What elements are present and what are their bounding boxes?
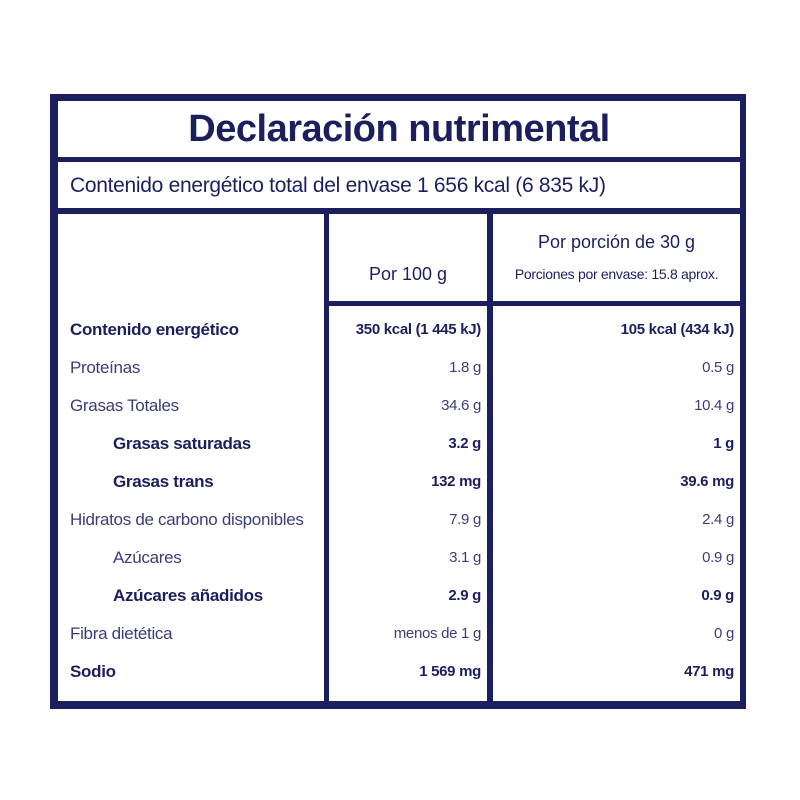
per100-value-text: 34.6 g [441, 397, 481, 414]
portion-value: 39.6 mg [680, 463, 734, 501]
portion-header-cell: Por porción de 30 g Porciones por envase… [493, 214, 740, 301]
portion-value-text: 0.9 g [702, 549, 734, 566]
portion-value-text: 2.4 g [702, 511, 734, 528]
per100-value: 1 569 mg [419, 653, 481, 691]
label-title: Declaración nutrimental [58, 106, 740, 152]
per100-value: 3.1 g [449, 539, 481, 577]
title-cell: Declaración nutrimental [58, 101, 740, 157]
nutrient-label: Azúcares [113, 539, 182, 577]
nutrient-label-text: Grasas saturadas [113, 434, 251, 453]
nutrient-label-text: Proteínas [70, 358, 141, 377]
per100-value-text: 1.8 g [449, 359, 481, 376]
nutrient-label-text: Grasas Totales [70, 396, 179, 415]
portion-values-column: 105 kcal (434 kJ) 0.5 g 10.4 g 1 g 39.6 mg 2.… [493, 306, 740, 701]
nutrient-label-text: Azúcares [113, 548, 182, 567]
portion-value-text: 0 g [714, 625, 734, 642]
portion-value-text: 39.6 mg [680, 473, 734, 490]
per100-value: 1.8 g [449, 349, 481, 387]
nutrient-labels-column: Contenido energético Proteínas Grasas Tota… [58, 214, 324, 701]
portion-value-text: 471 mg [684, 663, 734, 680]
energy-total-cell: Contenido energético total del envase 1 … [58, 162, 740, 208]
portion-value: 0.9 g [702, 539, 734, 577]
per100-value: 2.9 g [448, 577, 481, 615]
per100-value: 34.6 g [441, 387, 481, 425]
per100-value: 132 mg [431, 463, 481, 501]
per100-value-text: 2.9 g [448, 587, 481, 604]
per100-header-cell: Por 100 g [329, 214, 487, 301]
portion-value: 2.4 g [702, 501, 734, 539]
nutrient-label: Proteínas [70, 349, 140, 387]
portion-value: 471 mg [684, 653, 734, 691]
portion-value-text: 0.9 g [701, 587, 734, 604]
nutrient-label: Contenido energético [70, 311, 239, 349]
portion-value: 0.5 g [702, 349, 734, 387]
nutrient-label: Grasas saturadas [113, 425, 251, 463]
nutrient-label-text: Azúcares añadidos [113, 586, 263, 605]
nutrient-label-text: Contenido energético [70, 320, 239, 339]
per100-value-text: 7.9 g [449, 511, 481, 528]
per100-value: 7.9 g [449, 501, 481, 539]
per100-value: 350 kcal (1 445 kJ) [355, 311, 482, 349]
nutrient-label: Fibra dietética [70, 615, 173, 653]
portion-value-text: 10.4 g [694, 397, 734, 414]
nutrient-label: Grasas trans [113, 463, 214, 501]
nutrient-label-text: Grasas trans [113, 472, 214, 491]
portion-value-text: 1 g [713, 435, 734, 452]
nutrient-label: Hidratos de carbono disponibles [70, 501, 304, 539]
per100-value-text: 3.2 g [448, 435, 481, 452]
title-text: Declaración nutrimental [188, 108, 610, 150]
portion-value-text: 105 kcal (434 kJ) [620, 321, 735, 338]
per100-value-text: menos de 1 g [393, 625, 482, 642]
nutrient-label: Azúcares añadidos [113, 577, 263, 615]
portion-value: 105 kcal (434 kJ) [620, 311, 735, 349]
per100-value-text: 350 kcal (1 445 kJ) [355, 321, 482, 338]
portion-value: 10.4 g [694, 387, 734, 425]
portion-header-line2: Porciones por envase: 15.8 aprox. [514, 266, 719, 282]
portion-value: 0 g [714, 615, 734, 653]
nutrient-label: Sodio [70, 653, 116, 691]
per100-values-column: 350 kcal (1 445 kJ) 1.8 g 34.6 g 3.2 g 132 m… [329, 306, 487, 701]
nutrient-label-text: Hidratos de carbono disponibles [70, 510, 304, 529]
nutrient-label-text: Sodio [70, 662, 116, 681]
portion-header-line1: Por porción de 30 g [537, 232, 696, 252]
portion-value: 1 g [713, 425, 734, 463]
energy-total-text: Contenido energético total del envase 1 … [70, 174, 606, 197]
per100-value-text: 1 569 mg [419, 663, 481, 680]
nutrient-label-text: Fibra dietética [70, 624, 173, 643]
nutrient-label: Grasas Totales [70, 387, 179, 425]
per100-header: Por 100 g [368, 264, 448, 284]
portion-value: 0.9 g [701, 577, 734, 615]
per100-value: menos de 1 g [393, 615, 482, 653]
portion-value-text: 0.5 g [702, 359, 734, 376]
per100-value-text: 132 mg [431, 473, 481, 490]
per100-value-text: 3.1 g [449, 549, 481, 566]
per100-value: 3.2 g [448, 425, 481, 463]
